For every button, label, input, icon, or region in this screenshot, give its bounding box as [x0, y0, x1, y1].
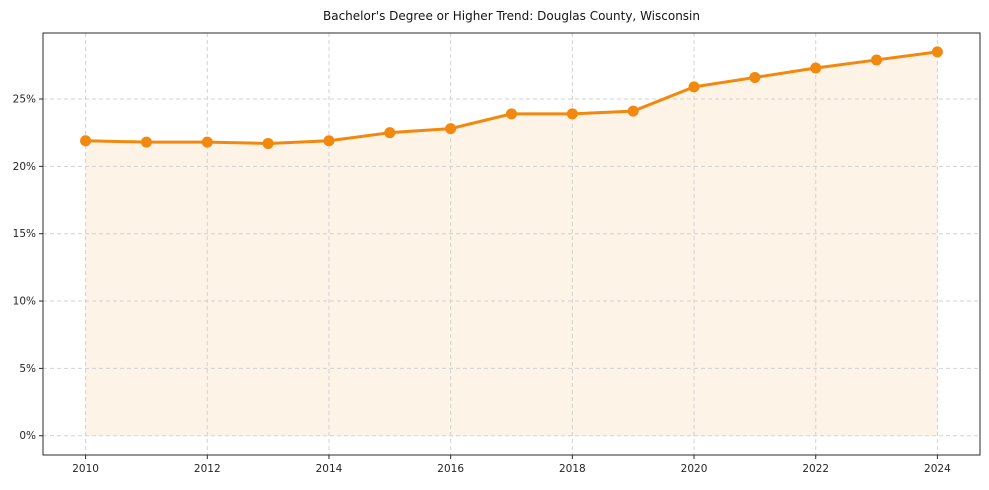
data-point-marker — [871, 54, 883, 66]
x-tick-label: 2016 — [437, 463, 464, 475]
data-point-marker — [262, 137, 274, 149]
y-tick-label: 5% — [19, 363, 36, 375]
area-fill — [85, 51, 938, 436]
x-tick-label: 2012 — [194, 463, 221, 475]
data-point-marker — [445, 123, 457, 135]
data-point-marker — [810, 62, 822, 74]
x-tick-label: 2014 — [316, 463, 343, 475]
plot-frame — [42, 32, 981, 456]
y-tick-label: 15% — [13, 228, 36, 240]
data-point-marker — [80, 135, 92, 147]
y-tick-label: 20% — [13, 161, 36, 173]
x-tick-label: 2024 — [924, 463, 951, 475]
x-tick-label: 2022 — [802, 463, 829, 475]
data-point-marker — [688, 81, 700, 93]
x-tick-label: 2020 — [681, 463, 708, 475]
x-tick-label: 2018 — [559, 463, 586, 475]
data-point-marker — [931, 46, 943, 58]
data-point-marker — [566, 108, 578, 120]
data-point-marker — [627, 105, 639, 117]
data-point-marker — [323, 135, 335, 147]
x-tick-label: 2010 — [72, 463, 99, 475]
data-point-marker — [384, 127, 396, 139]
chart-title: Bachelor's Degree or Higher Trend: Dougl… — [323, 9, 700, 23]
y-tick-label: 10% — [13, 296, 36, 308]
data-point-marker — [506, 108, 517, 120]
data-point-marker — [140, 136, 152, 148]
y-tick-label: 25% — [13, 94, 36, 106]
data-point-marker — [749, 71, 761, 83]
y-tick-label: 0% — [19, 430, 36, 442]
data-point-marker — [201, 136, 213, 148]
